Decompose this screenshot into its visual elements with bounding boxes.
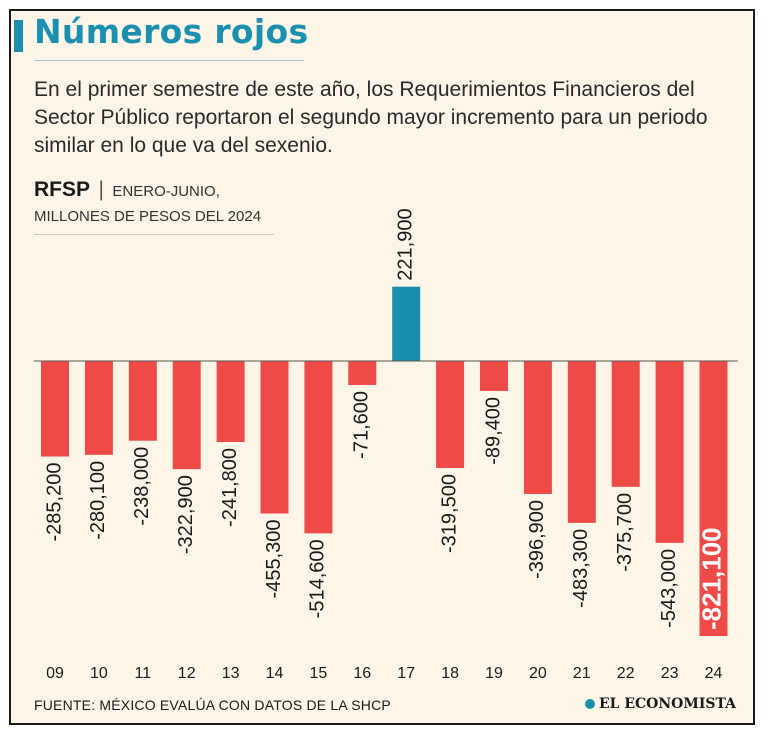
category-label-14: 14 — [266, 665, 284, 682]
bar-23 — [655, 361, 684, 543]
category-label-16: 16 — [353, 665, 371, 682]
bar-11 — [128, 361, 157, 441]
page-title: Números rojos — [34, 12, 309, 51]
value-label-22: -375,700 — [614, 493, 636, 572]
category-label-21: 21 — [573, 665, 591, 682]
value-label-18: -319,500 — [438, 474, 460, 553]
value-label-12: -322,900 — [175, 475, 197, 554]
chart-heading-underline — [34, 234, 274, 235]
value-label-11: -238,000 — [131, 447, 153, 526]
bar-10 — [84, 361, 113, 455]
bar-20 — [523, 361, 552, 494]
bar-17 — [392, 286, 421, 361]
category-label-24: 24 — [705, 665, 723, 682]
chart-heading: RFSP | ENERO-JUNIO, — [34, 178, 220, 202]
category-label-17: 17 — [397, 665, 415, 682]
bar-14 — [260, 361, 289, 514]
subtitle: En el primer semestre de este año, los R… — [34, 78, 708, 157]
category-label-20: 20 — [529, 665, 547, 682]
value-label-17: 221,900 — [394, 208, 416, 280]
value-label-14: -455,300 — [263, 519, 285, 598]
bar-18 — [436, 361, 465, 469]
source-note: FUENTE: MÉXICO EVALÚA CON DATOS DE LA SH… — [34, 697, 391, 713]
chart-heading-separator: | — [98, 178, 104, 201]
value-label-21: -483,300 — [570, 529, 592, 608]
category-label-23: 23 — [661, 665, 679, 682]
brand-logo: EL ECONOMISTA — [584, 696, 736, 712]
bar-12 — [172, 361, 201, 470]
category-label-13: 13 — [222, 665, 240, 682]
bar-22 — [611, 361, 640, 487]
chart-label: RFSP — [34, 178, 91, 201]
bar-19 — [480, 361, 508, 391]
category-label-15: 15 — [310, 665, 328, 682]
category-label-09: 09 — [46, 665, 64, 682]
category-label-18: 18 — [441, 665, 459, 682]
chart-period: ENERO-JUNIO, — [112, 183, 220, 200]
category-label-19: 19 — [485, 665, 503, 682]
value-label-24: -821,100 — [696, 527, 726, 630]
bar-15 — [304, 361, 333, 534]
value-label-15: -514,600 — [307, 539, 329, 618]
value-label-09: -285,200 — [43, 463, 65, 542]
category-label-22: 22 — [617, 665, 635, 682]
value-label-13: -241,800 — [219, 448, 241, 527]
value-label-20: -396,900 — [526, 500, 548, 579]
category-label-10: 10 — [90, 665, 108, 682]
bar-16 — [348, 361, 377, 385]
bar-09 — [41, 361, 69, 457]
category-label-11: 11 — [134, 665, 151, 682]
value-label-23: -543,000 — [658, 549, 680, 628]
bar-24 — [699, 361, 728, 636]
title-underline — [34, 60, 304, 61]
brand-name: EL ECONOMISTA — [598, 696, 736, 712]
title-accent-bar — [14, 20, 23, 52]
category-label-12: 12 — [178, 665, 196, 682]
value-label-16: -71,600 — [351, 391, 373, 459]
value-label-19: -89,400 — [482, 397, 504, 465]
value-label-10: -280,100 — [87, 461, 109, 540]
brand-globe-icon — [584, 699, 595, 709]
chart-units: MILLONES DE PESOS DEL 2024 — [34, 208, 262, 225]
bar-13 — [216, 361, 245, 442]
bar-21 — [567, 361, 596, 523]
